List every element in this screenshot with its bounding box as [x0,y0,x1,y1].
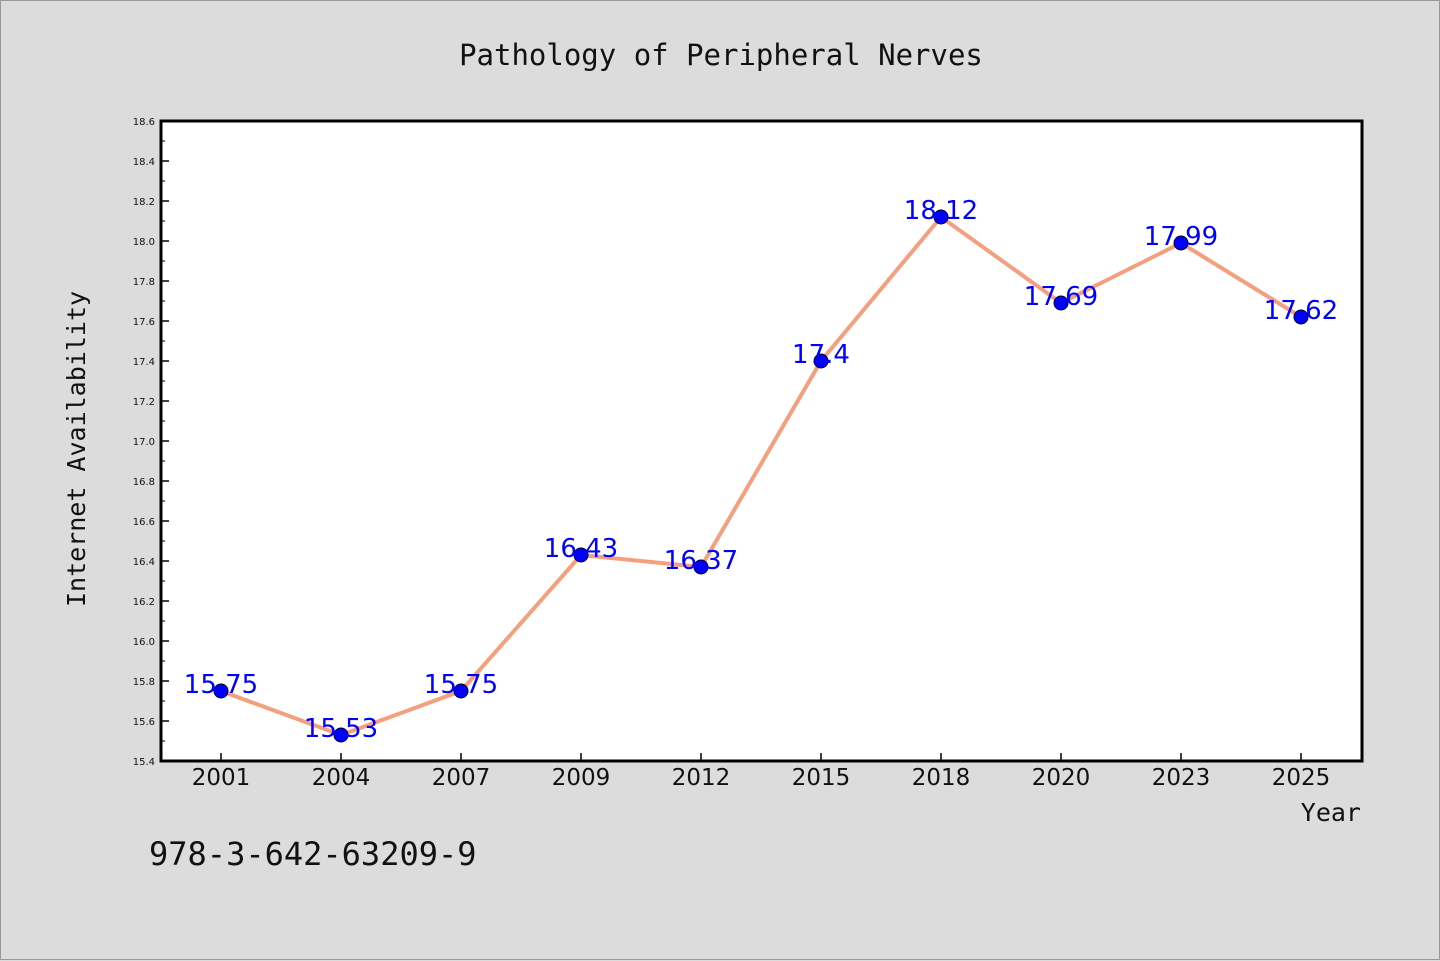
x-tick-label: 2023 [1152,765,1211,791]
data-point [333,727,349,743]
data-label: 15.75 [184,670,258,700]
data-label: 16.43 [544,534,618,564]
data-label: 17.69 [1024,282,1098,312]
data-point [1173,235,1189,251]
isbn-annotation: 978-3-642-63209-9 [149,835,477,873]
y-tick-label: 17.2 [133,397,155,408]
data-label: 17.4 [792,340,850,370]
y-axis-label: Internet Availability [62,291,91,607]
y-tick-label: 16.0 [133,637,155,648]
data-label: 18.12 [904,196,978,226]
data-label: 16.37 [664,546,738,576]
data-label: 15.75 [424,670,498,700]
data-point [573,547,589,563]
x-tick-label: 2009 [552,765,611,791]
series-internet-availability [213,209,1309,743]
y-tick-label: 16.2 [133,597,155,608]
data-point [1053,295,1069,311]
x-axis: 2001 2004 2007 2009 2012 2015 2018 2020 2023 2025 [192,753,1331,791]
y-tick-label: 18.0 [133,237,155,248]
y-axis: 15.4 15.6 15.8 16.0 16.2 16.4 16.6 16.8 17.0 17.2… [133,117,169,768]
data-point [813,353,829,369]
x-tick-label: 2025 [1272,765,1331,791]
y-tick-label: 18.4 [133,157,155,168]
chart-title: Pathology of Peripheral Nerves [459,38,983,72]
x-tick-label: 2004 [312,765,371,791]
y-tick-label: 17.8 [133,277,155,288]
y-tick-label: 16.8 [133,477,155,488]
data-point [933,209,949,225]
data-point [453,683,469,699]
y-tick-label: 17.0 [133,437,155,448]
data-point [213,683,229,699]
data-point [1293,309,1309,325]
data-point [693,559,709,575]
y-tick-label: 15.6 [133,717,155,728]
y-tick-label: 15.4 [133,757,155,768]
x-tick-label: 2007 [432,765,491,791]
data-labels: 15.75 15.53 15.75 16.43 16.37 17.4 18.12 17.69 1… [184,196,1338,744]
x-tick-label: 2012 [672,765,731,791]
y-tick-label: 16.4 [133,557,155,568]
data-label: 15.53 [304,714,378,744]
data-label: 17.99 [1144,222,1218,252]
x-tick-label: 2015 [792,765,851,791]
data-label: 17.62 [1264,296,1338,326]
y-tick-label: 15.8 [133,677,155,688]
x-tick-label: 2020 [1032,765,1091,791]
y-tick-label: 16.6 [133,517,155,528]
x-axis-label: Year [1301,798,1361,827]
y-tick-label: 17.6 [133,317,155,328]
y-tick-label: 18.2 [133,197,155,208]
plot-area [159,119,1364,763]
y-tick-label: 18.6 [133,117,155,128]
series-line [219,215,1303,737]
x-tick-label: 2001 [192,765,251,791]
y-tick-label: 17.4 [133,357,155,368]
x-tick-label: 2018 [912,765,971,791]
